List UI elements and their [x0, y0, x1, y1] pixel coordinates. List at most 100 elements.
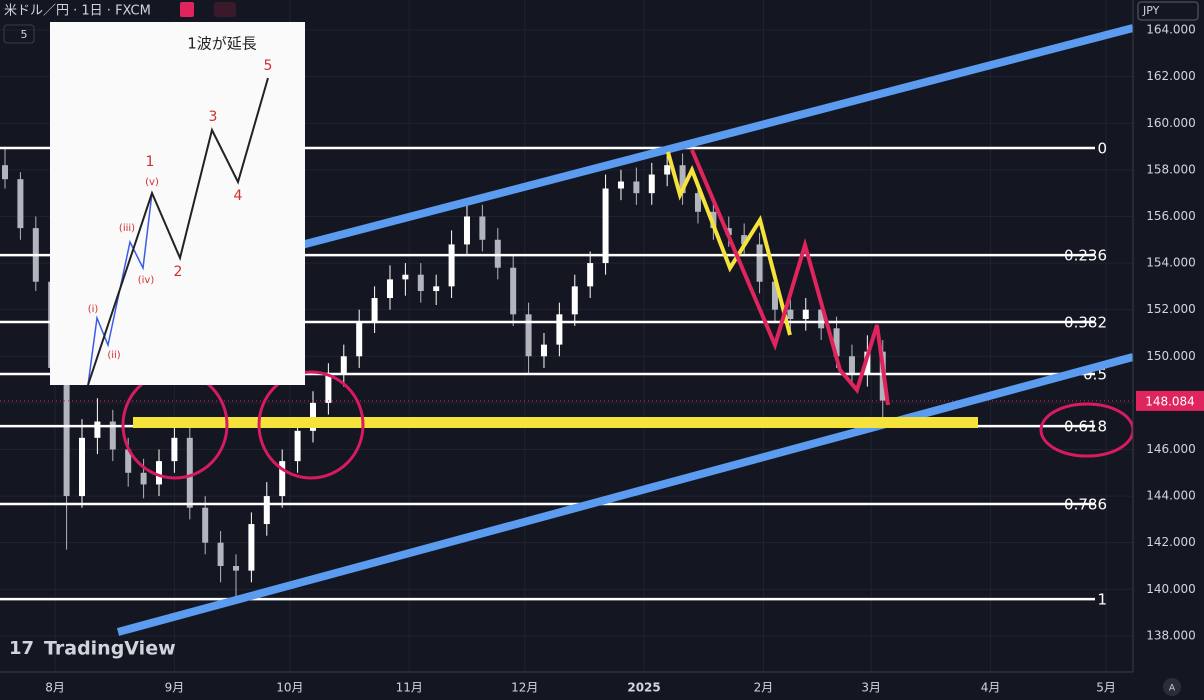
candle-body — [294, 430, 301, 462]
candle-body — [2, 165, 9, 180]
candle-body — [63, 367, 70, 497]
highlight-circle — [257, 370, 365, 480]
wave-label: 4 — [234, 188, 243, 204]
candle-body — [818, 309, 825, 329]
x-tick-label: 4月 — [981, 681, 1001, 695]
candle-body — [325, 374, 332, 403]
axis-bg — [1133, 0, 1204, 700]
x-tick-label: 10月 — [276, 681, 303, 695]
candle-body — [217, 542, 224, 566]
candle-body — [633, 181, 640, 194]
candle-body — [417, 274, 424, 292]
wave-label: 5 — [264, 58, 273, 74]
y-tick-label: 154.000 — [1146, 256, 1196, 270]
candle-body — [433, 286, 440, 292]
candle-body — [109, 421, 116, 450]
y-tick-label: 146.000 — [1146, 442, 1196, 456]
candle-body — [479, 216, 486, 240]
x-tick-label: 2月 — [754, 681, 774, 695]
trend-line — [288, 24, 1135, 252]
fib-label: 0.382 — [1064, 314, 1107, 332]
candle-body — [17, 179, 24, 229]
fib-label: 0.236 — [1064, 247, 1107, 265]
symbol-title: 米ドル／円 · 1日 · FXCM — [4, 4, 151, 19]
icon — [180, 2, 194, 17]
brand-logo: 17 — [9, 638, 34, 659]
wave-label: 1 — [146, 154, 155, 170]
subwave-label: (i) — [88, 304, 99, 315]
fib-label: 1 — [1097, 591, 1107, 609]
candle-body — [694, 193, 701, 212]
x-tick-label: 8月 — [45, 681, 65, 695]
candle-body — [279, 461, 286, 497]
candle-body — [171, 437, 178, 462]
x-tick-label: 3月 — [861, 681, 881, 695]
candle-body — [448, 244, 455, 287]
y-tick-label: 144.000 — [1146, 489, 1196, 503]
scale-button[interactable] — [1163, 678, 1181, 696]
fib-label: 0 — [1097, 139, 1107, 157]
candle-body — [155, 461, 162, 485]
candle-body — [602, 188, 609, 264]
y-tick-label: 140.000 — [1146, 582, 1196, 596]
y-tick-label: 158.000 — [1146, 162, 1196, 176]
trend-line — [116, 353, 1135, 636]
inset-wave — [87, 77, 269, 386]
candle-body — [556, 314, 563, 345]
currency-label[interactable]: JPY — [1142, 4, 1160, 17]
subwave-label: (iv) — [138, 275, 155, 286]
y-tick-label: 142.000 — [1146, 535, 1196, 549]
candle-body — [587, 263, 594, 287]
inset-bg — [50, 22, 305, 385]
candle-body — [571, 286, 578, 315]
candle-body — [833, 328, 840, 357]
candle-body — [525, 314, 532, 357]
candle-body — [356, 321, 363, 357]
candle-body — [79, 437, 86, 497]
icon — [214, 2, 236, 17]
interval-box[interactable] — [3, 24, 35, 44]
candle-body — [510, 267, 517, 315]
x-tick-label: 5月 — [1096, 681, 1116, 695]
candle-body — [202, 507, 209, 543]
y-tick-label: 160.000 — [1146, 116, 1196, 130]
candle-body — [802, 309, 809, 319]
inset-diagram: 1波が延長 1 2 3 4 5 (i) (ii) (iii) (iv) (v) — [50, 22, 305, 386]
candle-body — [864, 351, 871, 375]
candle-body — [186, 437, 193, 508]
candle-body — [94, 421, 101, 438]
candle-body — [263, 496, 270, 525]
y-tick-label: 156.000 — [1146, 209, 1196, 223]
last-price-tag — [1136, 390, 1204, 411]
x-tick-label: 2025 — [627, 681, 660, 695]
interval-label[interactable]: 5 — [21, 28, 28, 41]
candle-body — [771, 281, 778, 310]
last-price-label: 148.084 — [1145, 394, 1195, 408]
subwave-label: (ii) — [107, 350, 120, 361]
wave-path — [690, 149, 890, 406]
candle-body — [402, 274, 409, 280]
currency-box[interactable] — [1137, 1, 1199, 21]
x-tick-label: 12月 — [511, 681, 538, 695]
candle-body — [232, 565, 239, 571]
inset-title: 1波が延長 — [187, 35, 257, 53]
candle-body — [463, 216, 470, 245]
header-bg — [0, 0, 205, 20]
candle-body — [494, 239, 501, 268]
wave-label: 3 — [209, 109, 218, 125]
brand: TradingView — [44, 638, 176, 660]
candle-body — [540, 344, 547, 357]
candle-body — [787, 309, 794, 319]
scale-mode[interactable]: A — [1169, 684, 1176, 694]
candle-body — [371, 298, 378, 322]
y-tick-label: 152.000 — [1146, 302, 1196, 316]
wave-label: 2 — [174, 264, 183, 280]
wave-path — [666, 151, 792, 336]
candle-body — [741, 235, 748, 245]
candle-body — [140, 472, 147, 485]
y-tick-label: 162.000 — [1146, 69, 1196, 83]
candle-body — [617, 181, 624, 189]
